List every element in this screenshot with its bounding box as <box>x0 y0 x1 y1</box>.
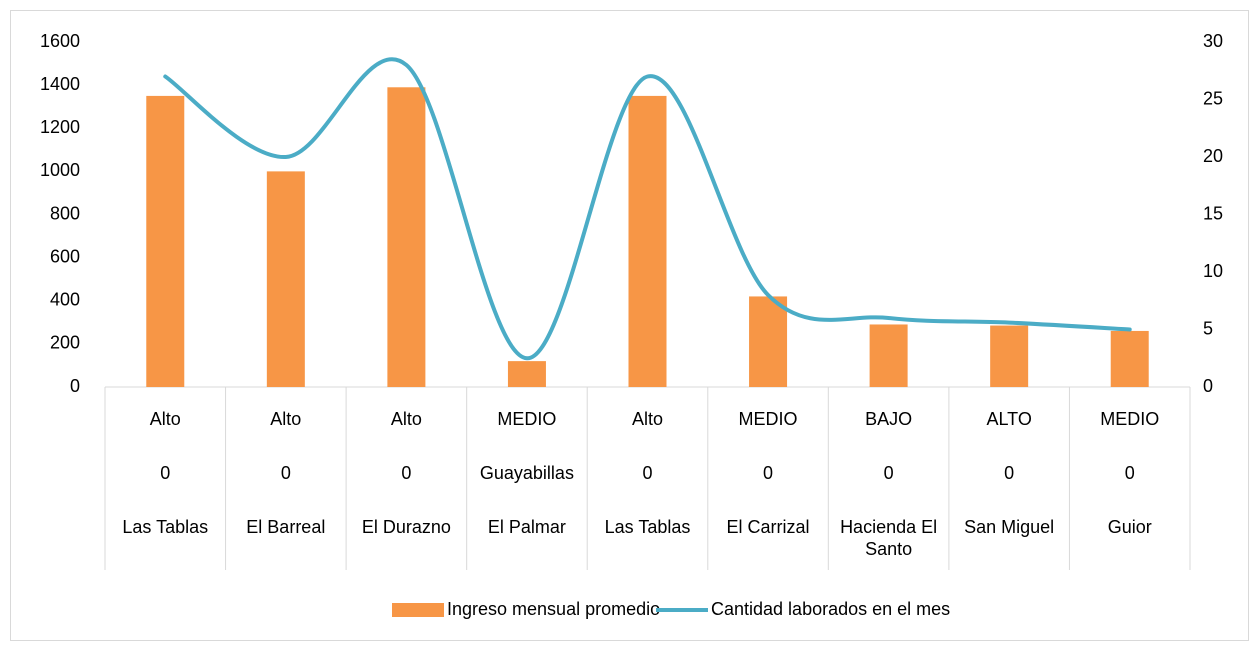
y2-tick-label: 25 <box>1203 88 1223 108</box>
y-tick-label: 200 <box>50 333 80 353</box>
y2-tick-label: 15 <box>1203 203 1223 223</box>
y2-tick-label: 30 <box>1203 31 1223 51</box>
x-tick-label: Alto <box>631 409 663 429</box>
bar <box>507 361 546 387</box>
bar <box>990 325 1029 387</box>
y2-tick-label: 10 <box>1203 261 1223 281</box>
bar <box>387 87 426 387</box>
y2-tick-label: 0 <box>1203 376 1213 396</box>
legend-label: Cantidad laborados en el mes <box>711 599 950 619</box>
bar <box>869 324 908 387</box>
y-tick-label: 0 <box>70 376 80 396</box>
y2-tick-label: 5 <box>1203 318 1213 338</box>
x-tick-label: Las Tablas <box>122 517 209 537</box>
x-tick-label: 0 <box>1124 463 1135 483</box>
y-tick-label: 1000 <box>40 160 80 180</box>
x-tick-label: Guayabillas <box>479 463 574 483</box>
bar <box>266 171 305 387</box>
x-tick-label: 0 <box>280 463 291 483</box>
x-tick-label: MEDIO <box>497 409 557 429</box>
x-tick-label: MEDIO <box>738 409 798 429</box>
line <box>163 57 1132 361</box>
x-tick-label: 0 <box>763 463 774 483</box>
legend-label: Ingreso mensual promedio <box>447 599 660 619</box>
y-tick-label: 1400 <box>40 74 80 94</box>
x-tick-label: MEDIO <box>1100 409 1160 429</box>
y2-tick-label: 20 <box>1203 146 1223 166</box>
x-tick-label: San Miguel <box>964 517 1055 537</box>
x-tick-label: El Durazno <box>361 517 451 537</box>
bar <box>628 95 667 387</box>
x-tick-label: El Carrizal <box>726 517 810 537</box>
bar <box>1110 330 1149 387</box>
y-tick-label: 1600 <box>40 31 80 51</box>
x-tick-label: 0 <box>642 463 653 483</box>
x-tick-label: El Barreal <box>246 517 326 537</box>
x-tick-label: 0 <box>883 463 894 483</box>
x-tick-label: 0 <box>401 463 412 483</box>
x-tick-label: 0 <box>1004 463 1015 483</box>
x-tick-label: Guior <box>1107 517 1152 537</box>
x-tick-label: Alto <box>270 409 302 429</box>
x-tick-label: 0 <box>160 463 171 483</box>
y-tick-label: 400 <box>50 290 80 310</box>
x-tick-label: Alto <box>390 409 422 429</box>
y-tick-label: 800 <box>50 203 80 223</box>
x-tick-label: Hacienda El Santo <box>840 517 938 559</box>
bar <box>749 296 788 387</box>
bar <box>146 95 185 387</box>
x-tick-label: Alto <box>149 409 181 429</box>
y-tick-label: 600 <box>50 246 80 266</box>
legend-swatch <box>392 603 444 617</box>
x-tick-label: El Palmar <box>487 517 566 537</box>
x-tick-label: BAJO <box>865 409 913 429</box>
x-tick-label: Las Tablas <box>604 517 691 537</box>
x-tick-label: ALTO <box>986 409 1032 429</box>
y-tick-label: 1200 <box>40 117 80 137</box>
